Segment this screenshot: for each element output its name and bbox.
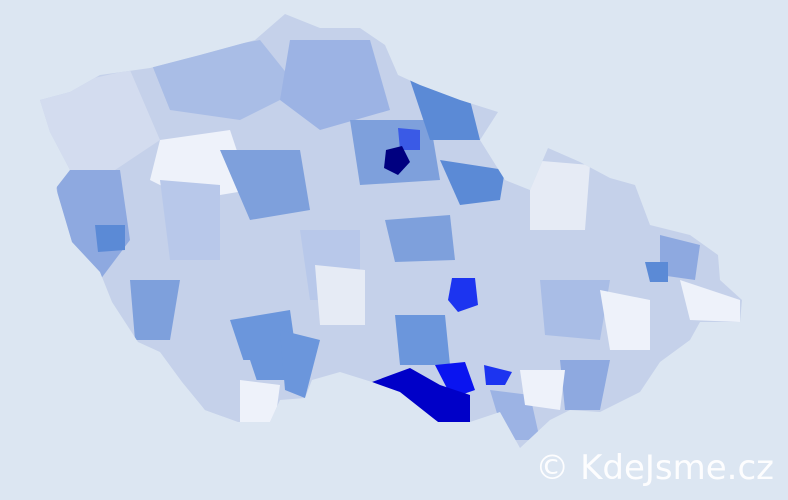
district [160,180,220,260]
district [280,40,390,130]
district-max [384,146,410,175]
district [660,235,700,280]
district [484,365,512,385]
district [130,280,180,340]
district [240,380,280,422]
district [280,330,320,398]
district [398,128,420,150]
district [395,315,450,365]
district [372,368,470,422]
district [95,225,125,252]
district [150,40,300,120]
district [520,370,565,410]
district [645,262,668,282]
district [540,280,610,340]
watermark: © KdeJsme.cz [535,448,774,488]
district [680,280,740,322]
district [440,160,505,205]
district [435,362,475,398]
district [385,215,455,262]
district [410,80,480,140]
district [600,290,650,350]
district [220,150,310,220]
district [448,278,478,312]
district [560,360,610,410]
district [530,160,590,230]
district [315,265,365,325]
district [40,70,160,180]
